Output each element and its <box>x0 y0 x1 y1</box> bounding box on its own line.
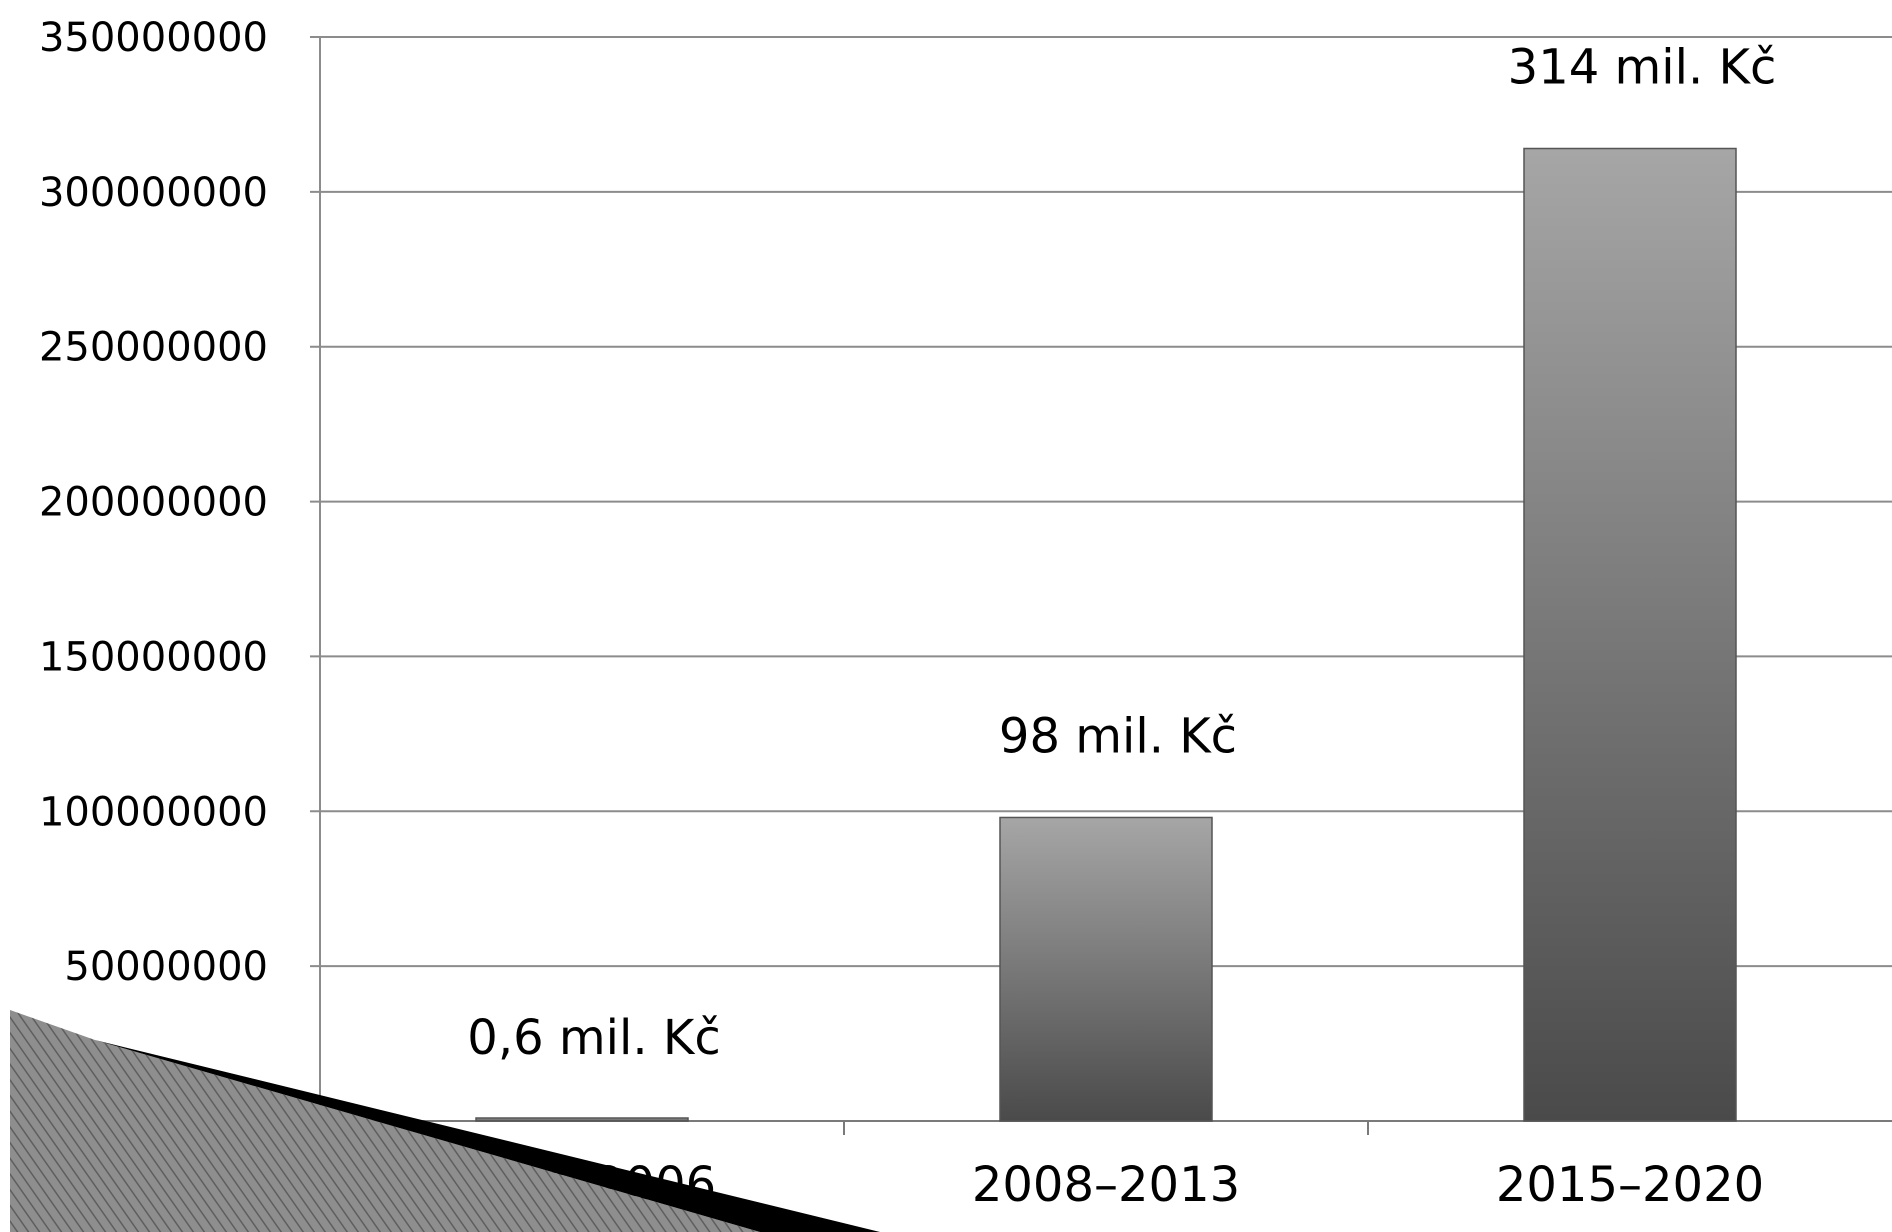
y-tick-label: 150000000 <box>39 634 268 680</box>
y-axis-tick-labels: 0500000001000000001500000002000000002500… <box>39 15 268 1145</box>
y-tick-label: 350000000 <box>39 15 268 61</box>
bar <box>475 1117 689 1122</box>
data-label: 314 mil. Kč <box>1508 39 1777 95</box>
y-tick-label: 300000000 <box>39 170 268 216</box>
x-tick-label: 2008–2013 <box>972 1157 1240 1213</box>
bar <box>1523 147 1737 1122</box>
x-tick-label: 2015–2020 <box>1496 1157 1764 1213</box>
data-label: 0,6 mil. Kč <box>467 1010 720 1066</box>
bar <box>999 816 1213 1122</box>
bars <box>475 147 1737 1122</box>
y-tick-label: 250000000 <box>39 325 268 371</box>
y-tick-label: 100000000 <box>39 789 268 835</box>
data-label: 98 mil. Kč <box>999 708 1237 764</box>
gridlines <box>310 36 1892 968</box>
y-tick-label: 50000000 <box>64 944 268 990</box>
decorative-corner-swoosh <box>10 1010 880 1232</box>
y-tick-label: 200000000 <box>39 480 268 526</box>
data-labels: 0,6 mil. Kč 98 mil. Kč 314 mil. Kč <box>467 39 1776 1066</box>
